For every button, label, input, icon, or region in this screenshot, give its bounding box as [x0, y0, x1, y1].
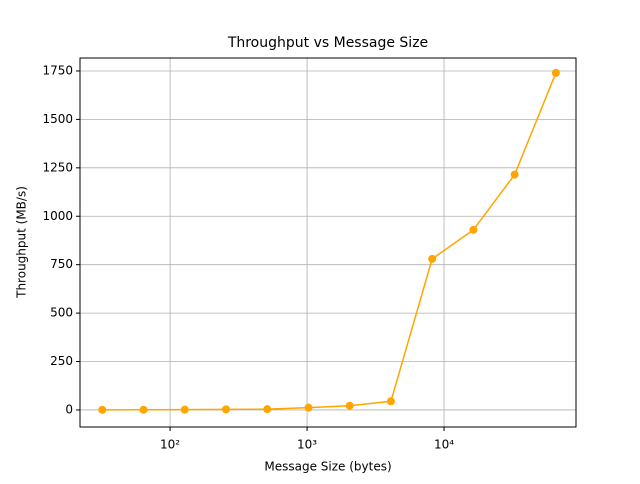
y-tick-label: 1750 — [42, 63, 73, 77]
y-axis-label: Throughput (MB/s) — [15, 186, 29, 299]
data-point — [139, 405, 148, 414]
plot-frame — [79, 57, 577, 428]
chart-title: Throughput vs Message Size — [227, 35, 428, 51]
x-axis-label: Message Size (bytes) — [264, 460, 391, 474]
y-tick-label: 1500 — [42, 112, 73, 126]
y-tick-label: 750 — [50, 257, 73, 271]
data-point — [221, 405, 230, 414]
data-point — [304, 403, 313, 412]
data-point — [510, 170, 519, 179]
data-point — [551, 68, 560, 77]
x-tick-label: 10⁴ — [434, 438, 454, 452]
data-point — [386, 397, 395, 406]
y-tick-label: 1000 — [42, 209, 73, 223]
data-point — [469, 225, 478, 234]
y-tick-label: 0 — [65, 402, 73, 416]
data-point — [98, 405, 107, 414]
x-tick-label: 10² — [160, 438, 180, 452]
data-point — [345, 401, 354, 410]
data-point — [263, 405, 272, 414]
y-tick-label: 250 — [50, 354, 73, 368]
data-line — [102, 72, 557, 411]
data-point — [180, 405, 189, 414]
x-tick-label: 10³ — [297, 438, 317, 452]
y-tick-label: 1250 — [42, 160, 73, 174]
data-point — [428, 254, 437, 263]
y-tick-label: 500 — [50, 306, 73, 320]
